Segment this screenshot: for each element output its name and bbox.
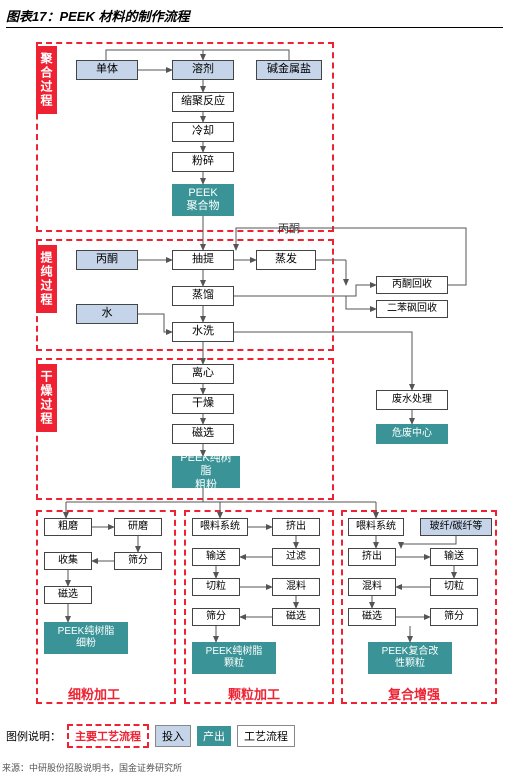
label-acetone: 丙酮 — [278, 220, 300, 236]
node-c-fiber: 玻纤/碳纤等 — [420, 518, 492, 536]
node-wastewater: 废水处理 — [376, 390, 448, 410]
node-a-mag: 磁选 — [44, 586, 92, 604]
node-peek-coarse: PEEK纯树脂 粗粉 — [172, 456, 240, 488]
node-a-collect: 收集 — [44, 552, 92, 570]
node-acetone-in: 丙酮 — [76, 250, 138, 270]
node-c-out: PEEK复合改 性颗粒 — [368, 642, 452, 674]
node-b-cut: 切粒 — [192, 578, 240, 596]
legend: 图例说明： 主要工艺流程 投入 产出 工艺流程 — [6, 724, 295, 748]
flowchart-canvas: 聚合过程 提纯过程 干燥过程 细粉加工 颗粒加工 复合增强 单体 溶剂 碱金属盐… — [6, 32, 501, 752]
node-wash: 水洗 — [172, 322, 234, 342]
node-c-extr: 挤出 — [348, 548, 396, 566]
source-text: 来源：中研股份招股说明书，国金证券研究所 — [2, 761, 182, 774]
legend-input: 投入 — [155, 725, 191, 747]
legend-output: 产出 — [197, 726, 231, 746]
node-c-mix: 混料 — [348, 578, 396, 596]
node-distill: 蒸馏 — [172, 286, 234, 306]
node-a-rough: 粗磨 — [44, 518, 92, 536]
phase-label-p1: 聚合过程 — [36, 46, 57, 114]
node-c-mag: 磁选 — [348, 608, 396, 626]
node-polycond: 缩聚反应 — [172, 92, 234, 112]
node-a-grind: 研磨 — [114, 518, 162, 536]
node-c-cut: 切粒 — [430, 578, 478, 596]
node-b-conv: 输送 — [192, 548, 240, 566]
phase-composite — [341, 510, 497, 704]
node-acetone-rec: 丙酮回收 — [376, 276, 448, 294]
sub-label-s3: 复合增强 — [388, 684, 440, 703]
node-a-sieve: 筛分 — [114, 552, 162, 570]
node-b-filt: 过滤 — [272, 548, 320, 566]
node-a-out: PEEK纯树脂 细粉 — [44, 622, 128, 654]
node-evap: 蒸发 — [256, 250, 316, 270]
node-c-sieve: 筛分 — [430, 608, 478, 626]
node-c-conv: 输送 — [430, 548, 478, 566]
phase-granule — [184, 510, 334, 704]
legend-process: 工艺流程 — [237, 725, 295, 747]
node-peek-poly: PEEK 聚合物 — [172, 184, 234, 216]
phase-label-p3: 干燥过程 — [36, 364, 57, 432]
node-extract: 抽提 — [172, 250, 234, 270]
node-b-mix: 混料 — [272, 578, 320, 596]
node-hazwaste: 危废中心 — [376, 424, 448, 444]
legend-prefix: 图例说明： — [6, 728, 61, 744]
sub-label-s1: 细粉加工 — [68, 684, 120, 703]
node-centrif: 离心 — [172, 364, 234, 384]
node-dry: 干燥 — [172, 394, 234, 414]
node-solvent: 溶剂 — [172, 60, 234, 80]
node-b-sieve: 筛分 — [192, 608, 240, 626]
node-c-feed: 喂料系统 — [348, 518, 404, 536]
phase-fine — [36, 510, 176, 704]
node-crush: 粉碎 — [172, 152, 234, 172]
node-salt: 碱金属盐 — [256, 60, 322, 80]
node-b-out: PEEK纯树脂 颗粒 — [192, 642, 276, 674]
node-cooling: 冷却 — [172, 122, 234, 142]
node-b-feed: 喂料系统 — [192, 518, 248, 536]
node-water-in: 水 — [76, 304, 138, 324]
chart-title: 图表17：PEEK 材料的制作流程 — [6, 6, 503, 28]
sub-label-s2: 颗粒加工 — [228, 684, 280, 703]
node-monomer: 单体 — [76, 60, 138, 80]
node-dps-rec: 二苯砜回收 — [376, 300, 448, 318]
node-magsel: 磁选 — [172, 424, 234, 444]
node-b-mag: 磁选 — [272, 608, 320, 626]
phase-label-p2: 提纯过程 — [36, 245, 57, 313]
legend-main: 主要工艺流程 — [67, 724, 149, 748]
node-b-extr: 挤出 — [272, 518, 320, 536]
